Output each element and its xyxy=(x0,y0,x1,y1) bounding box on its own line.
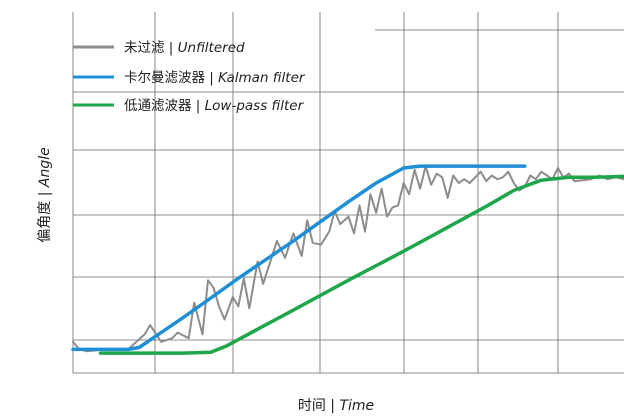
y-axis-label-sep: | xyxy=(37,187,53,201)
x-axis-label-en: Time xyxy=(339,398,374,414)
legend-label-lowpass-zh: 低通滤波器 xyxy=(124,98,192,114)
x-axis-label: 时间 | Time xyxy=(298,398,374,414)
legend-label-lowpass: 低通滤波器 | Low-pass filter xyxy=(124,98,305,114)
legend-label-unfiltered: 未过滤 | Unfiltered xyxy=(124,40,245,56)
legend-label-kalman-en: Kalman filter xyxy=(218,70,306,86)
legend-label-lowpass-en: Low-pass filter xyxy=(205,98,305,114)
x-axis-label-zh: 时间 xyxy=(298,398,326,414)
y-axis-label-zh: 偏角度 xyxy=(37,201,53,243)
plot-area xyxy=(71,12,624,374)
series-line-kalman xyxy=(71,164,527,352)
x-axis-label-sep: | xyxy=(326,398,340,414)
legend-label-kalman: 卡尔曼滤波器 | Kalman filter xyxy=(124,70,306,86)
legend-label-lowpass-sep: | xyxy=(192,98,205,114)
legend-label-kalman-zh: 卡尔曼滤波器 xyxy=(124,70,205,86)
series-layer xyxy=(71,164,624,355)
legend: 未过滤 | Unfiltered 卡尔曼滤波器 | Kalman filter … xyxy=(73,40,306,114)
grid xyxy=(72,12,624,374)
legend-label-kalman-sep: | xyxy=(205,70,218,86)
y-axis-label-en: Angle xyxy=(37,147,53,188)
legend-label-unfiltered-zh: 未过滤 xyxy=(124,40,165,56)
y-axis-label: 偏角度 | Angle xyxy=(37,147,53,242)
legend-label-unfiltered-sep: | xyxy=(165,40,178,56)
legend-label-unfiltered-en: Unfiltered xyxy=(178,40,245,56)
series-line-lowpass xyxy=(98,174,624,355)
series-line-unfiltered xyxy=(72,165,624,353)
